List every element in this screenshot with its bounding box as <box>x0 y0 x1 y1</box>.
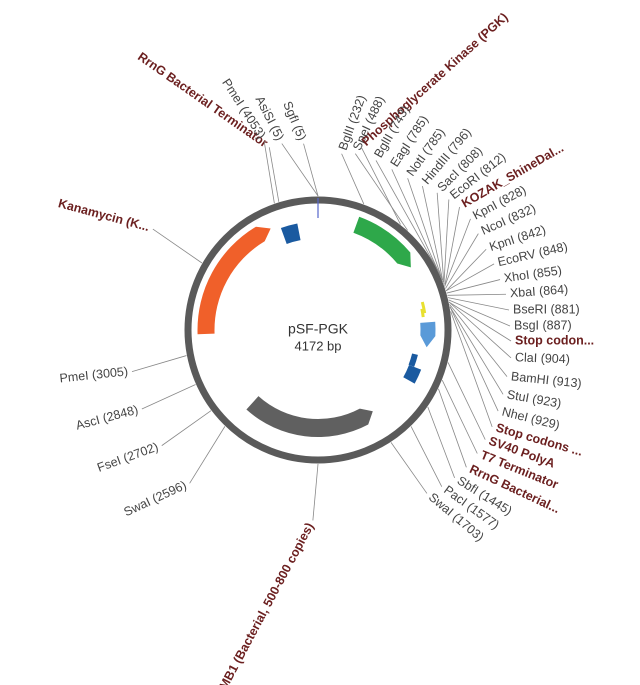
site-label: BsgI (887) <box>514 318 572 332</box>
feature-shape <box>408 353 418 367</box>
leader-line <box>391 169 443 280</box>
feature-label: Stop codon... <box>515 333 594 347</box>
leader-line <box>445 233 479 289</box>
feature-label: pMB1 (Bacterial, 500-800 copies) <box>213 520 317 685</box>
leader-line <box>360 146 401 225</box>
leader-line <box>447 297 510 311</box>
feature-label: Kanamycin (K... <box>57 196 151 234</box>
leader-line <box>438 388 467 468</box>
leader-line <box>303 143 319 197</box>
leader-line <box>427 406 455 479</box>
leader-line <box>312 463 319 521</box>
feature-shape <box>353 216 411 268</box>
site-label: AscI (2848) <box>74 403 139 433</box>
leader-line <box>449 306 499 412</box>
leader-line <box>448 301 512 342</box>
feature-shape <box>403 364 422 384</box>
site-label: BseRI (881) <box>513 302 580 316</box>
leader-line <box>189 426 226 484</box>
leader-line <box>449 304 508 377</box>
leader-line <box>450 311 493 428</box>
leader-line <box>448 299 511 327</box>
leader-line <box>449 306 504 395</box>
feature-shape <box>420 301 427 314</box>
feature-shape <box>420 321 436 348</box>
leader-line <box>268 147 280 202</box>
leader-line <box>447 293 507 296</box>
leader-line <box>422 185 444 283</box>
feature-shape <box>197 226 271 335</box>
leader-line <box>444 206 460 287</box>
leader-line <box>152 228 203 264</box>
leader-line <box>341 153 365 205</box>
leader-line <box>161 410 212 446</box>
site-label: XbaI (864) <box>509 282 568 300</box>
site-label: BamHI (913) <box>510 369 582 390</box>
site-label: SwaI (2596) <box>122 478 189 519</box>
feature-label: RrnG Bacterial Terminator <box>135 50 270 151</box>
leader-line <box>436 192 445 285</box>
site-label: ClaI (904) <box>515 350 570 366</box>
leader-line <box>445 263 495 292</box>
leader-line <box>263 141 275 204</box>
leader-line <box>443 199 450 285</box>
leader-line <box>448 301 512 359</box>
leader-line <box>447 362 486 440</box>
leader-line <box>410 426 443 487</box>
feature-shape <box>420 308 425 318</box>
map-name: pSF-PGK <box>288 321 349 337</box>
leader-line <box>445 248 487 292</box>
leader-line <box>354 153 408 231</box>
leader-line <box>390 442 428 494</box>
site-label: XhoI (855) <box>503 263 563 285</box>
leader-line <box>281 143 319 197</box>
map-size: 4172 bp <box>295 338 342 353</box>
leader-line <box>131 355 187 372</box>
feature-shape <box>246 396 373 437</box>
leader-line <box>407 178 443 280</box>
feature-shape <box>280 223 301 245</box>
leader-line <box>441 380 478 454</box>
leader-line <box>375 160 439 272</box>
leader-line <box>446 279 501 294</box>
leader-line <box>444 218 471 287</box>
site-label: FseI (2702) <box>95 440 160 475</box>
leader-line <box>141 384 196 410</box>
site-label: PmeI (3005) <box>59 364 129 385</box>
